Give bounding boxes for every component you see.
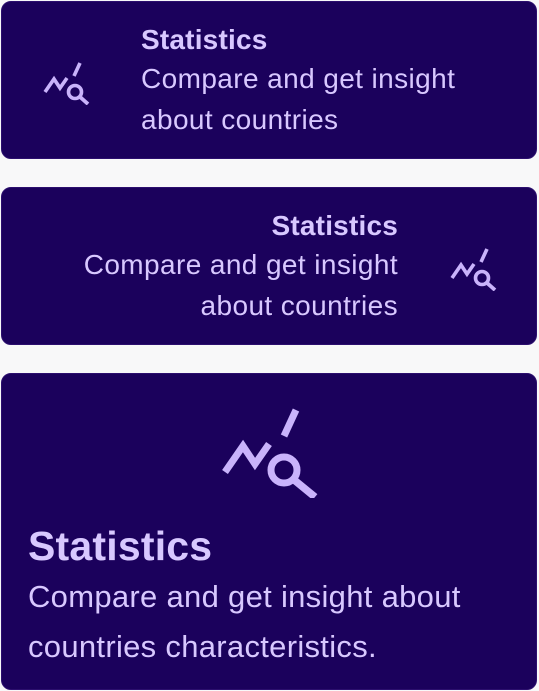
- card-description: Compare and get insight about countries: [141, 63, 456, 135]
- chart-search-icon: [220, 406, 322, 498]
- card-text: Statistics Compare and get insight about…: [28, 522, 528, 672]
- card-title: Statistics: [141, 24, 268, 55]
- statistics-card-vertical[interactable]: Statistics Compare and get insight about…: [1, 373, 537, 690]
- card-text: Statistics Compare and get insight about…: [141, 22, 531, 140]
- card-title: Statistics: [271, 210, 398, 241]
- chart-search-icon: [449, 245, 501, 291]
- statistics-card-horizontal-reversed[interactable]: Statistics Compare and get insight about…: [1, 187, 537, 345]
- statistics-card-horizontal[interactable]: Statistics Compare and get insight about…: [1, 1, 537, 159]
- card-description: Compare and get insight about countries: [83, 249, 398, 321]
- card-text: Statistics Compare and get insight about…: [8, 208, 398, 326]
- card-title: Statistics: [28, 523, 213, 569]
- chart-search-icon: [42, 59, 94, 105]
- card-description: Compare and get insight about countries …: [28, 579, 461, 664]
